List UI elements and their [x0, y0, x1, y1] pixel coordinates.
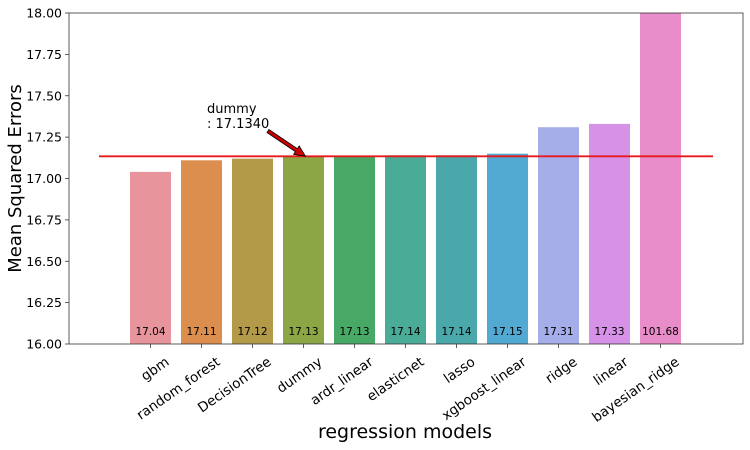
bar-DecisionTree: [232, 158, 273, 344]
annotation-line-1: dummy: [207, 102, 257, 117]
y-tick-label-16.50: 16.50: [26, 254, 62, 269]
annotation-group: dummy : 17.1340: [207, 102, 307, 157]
bar-linear: [589, 123, 630, 344]
bar-lasso: [436, 155, 477, 344]
annotation-arrow: [266, 128, 307, 157]
bars-group: [130, 13, 681, 344]
y-axis: 16.00 16.25 16.50 16.75 17.00 17.25 17.50 17.75…: [26, 6, 69, 352]
x-tick-label-xgboost_linear: xgboost_linear: [439, 354, 530, 424]
value-label-DecisionTree: 17.12: [237, 326, 267, 338]
value-label-elasticnet: 17.14: [390, 326, 420, 338]
y-tick-label-17.00: 17.00: [26, 171, 62, 186]
bar-gbm: [130, 171, 171, 344]
value-label-ardr_linear: 17.13: [339, 326, 369, 338]
y-tick-label-16.25: 16.25: [26, 295, 62, 310]
y-tick-label-17.25: 17.25: [26, 130, 62, 145]
bar-random_forest: [181, 160, 222, 344]
value-label-xgboost_linear: 17.15: [492, 326, 522, 338]
x-tick-label-linear: linear: [591, 354, 632, 389]
x-tick-label-lasso: lasso: [441, 354, 478, 387]
value-labels-group: 17.04 17.11 17.12 17.13 17.13 17.14 17.14 17.15…: [135, 326, 678, 338]
y-tick-label-16.75: 16.75: [26, 212, 62, 227]
bar-ridge: [538, 127, 579, 344]
y-tick-label-16.00: 16.00: [26, 337, 62, 352]
bar-xgboost_linear: [487, 153, 528, 344]
value-label-lasso: 17.14: [441, 326, 471, 338]
x-tick-label-ridge: ridge: [543, 354, 581, 387]
y-tick-label-17.50: 17.50: [26, 88, 62, 103]
value-label-dummy: 17.13: [288, 326, 318, 338]
y-axis-label: Mean Squared Errors: [5, 84, 26, 273]
bar-ardr_linear: [334, 156, 375, 344]
plot-frame: [68, 12, 744, 345]
annotation-line-2: : 17.1340: [207, 117, 269, 132]
value-label-random_forest: 17.11: [186, 326, 216, 338]
x-tick-label-bayesian_ridge: bayesian_ridge: [589, 354, 682, 426]
x-tick-label-elasticnet: elasticnet: [364, 354, 427, 405]
y-tick-label-18.00: 18.00: [26, 6, 62, 21]
bar-elasticnet: [385, 155, 426, 344]
bar-bayesian_ridge: [640, 13, 681, 344]
x-tick-label-gbm: gbm: [138, 354, 172, 384]
value-label-gbm: 17.04: [135, 326, 165, 338]
value-label-bayesian_ridge: 101.68: [642, 326, 679, 338]
y-tick-label-17.75: 17.75: [26, 47, 62, 62]
bar-dummy: [283, 156, 324, 344]
x-axis-label: regression models: [318, 421, 492, 443]
value-label-linear: 17.33: [594, 326, 624, 338]
value-label-ridge: 17.31: [543, 326, 573, 338]
